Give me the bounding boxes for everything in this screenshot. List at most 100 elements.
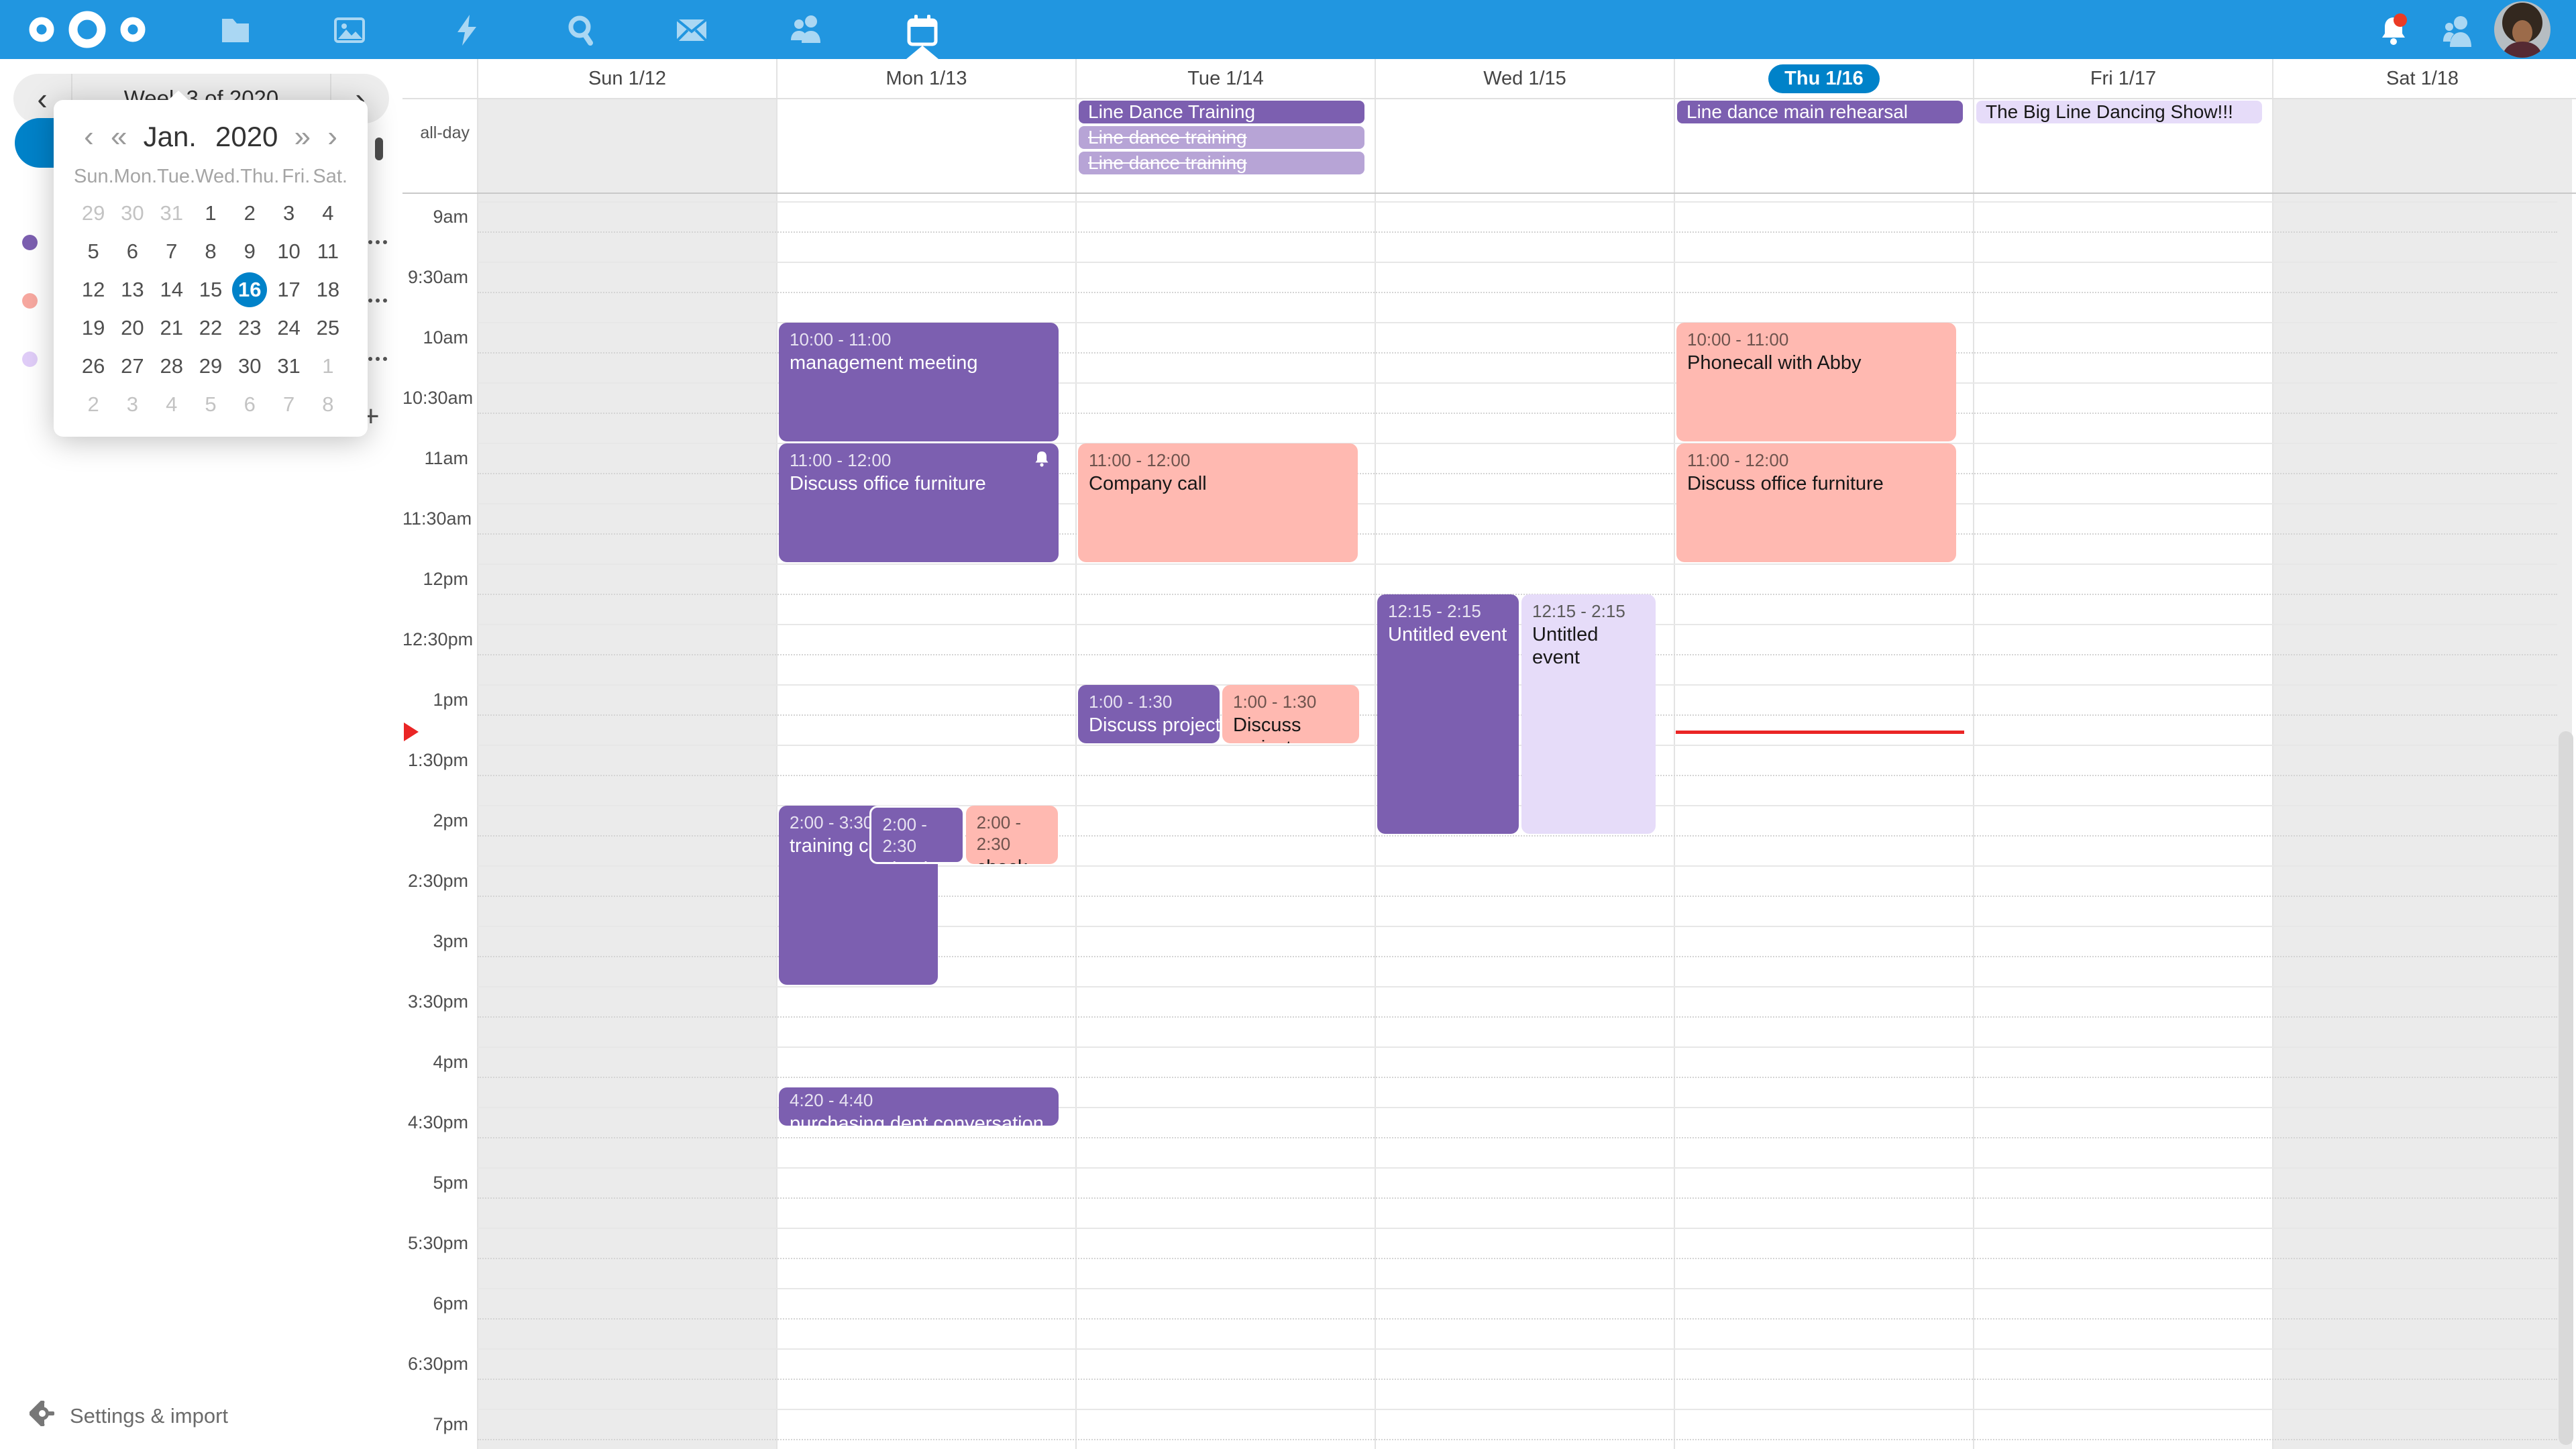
date-cell[interactable]: 5: [87, 239, 99, 263]
search-icon[interactable]: [565, 13, 598, 47]
day-header[interactable]: Sun 1/12: [588, 67, 667, 89]
date-cell[interactable]: 16: [230, 270, 269, 309]
date-cell[interactable]: 28: [160, 354, 183, 378]
date-cell[interactable]: 6: [126, 239, 139, 263]
date-cell[interactable]: 2: [244, 201, 256, 225]
date-cell[interactable]: 19: [81, 315, 105, 339]
calendar-actions-icon[interactable]: [368, 299, 399, 303]
activity-icon[interactable]: [451, 13, 484, 47]
date-cell[interactable]: 8: [322, 392, 334, 416]
event[interactable]: 2:00 - 3:30 training call: [779, 806, 938, 985]
date-cell[interactable]: 25: [316, 315, 340, 339]
event[interactable]: 11:00 - 12:00 Company call: [1078, 443, 1358, 562]
prev-year-button[interactable]: «: [110, 120, 127, 153]
time-axis-label: 3pm: [433, 931, 468, 951]
day-header[interactable]: Wed 1/15: [1483, 67, 1566, 89]
event-title: Discuss project announcement: [1089, 714, 1220, 736]
date-cell[interactable]: 3: [126, 392, 139, 416]
date-cell[interactable]: 6: [244, 392, 256, 416]
date-cell[interactable]: 17: [277, 277, 301, 301]
date-cell[interactable]: 7: [166, 239, 178, 263]
date-cell[interactable]: 31: [160, 201, 183, 225]
files-icon[interactable]: [219, 13, 252, 47]
event[interactable]: 12:15 - 2:15 Untitled event: [1521, 594, 1656, 834]
calendar-icon[interactable]: [906, 13, 939, 47]
settings-import-button[interactable]: Settings & import: [28, 1399, 228, 1432]
date-cell[interactable]: 20: [121, 315, 144, 339]
all-day-event[interactable]: Line dance training: [1079, 152, 1364, 174]
date-cell[interactable]: 26: [81, 354, 105, 378]
date-cell[interactable]: 1: [205, 201, 217, 225]
day-header[interactable]: Tue 1/14: [1187, 67, 1264, 89]
date-cell[interactable]: 13: [121, 277, 144, 301]
event[interactable]: 10:00 - 11:00 Phonecall with Abby: [1676, 323, 1957, 441]
sidebar-scrollbar[interactable]: [375, 138, 383, 160]
date-cell[interactable]: 24: [277, 315, 301, 339]
calendar-actions-icon[interactable]: [368, 357, 399, 361]
date-cell[interactable]: 9: [244, 239, 256, 263]
calendar-color-dot[interactable]: [22, 235, 38, 250]
event[interactable]: 2:00 - 2:30 check-in: [965, 806, 1059, 864]
mail-icon[interactable]: [675, 13, 708, 47]
date-cell[interactable]: 11: [317, 239, 339, 263]
day-header[interactable]: Sat 1/18: [2385, 67, 2459, 89]
date-cell[interactable]: 21: [160, 315, 183, 339]
date-cell[interactable]: 18: [316, 277, 340, 301]
day-header[interactable]: Fri 1/17: [2090, 67, 2157, 89]
date-cell[interactable]: 3: [282, 201, 295, 225]
date-cell[interactable]: 30: [121, 201, 144, 225]
half-hour-line: [478, 1016, 2557, 1018]
event[interactable]: 11:00 - 12:00 Discuss office furniture: [1676, 443, 1957, 562]
date-cell[interactable]: 4: [166, 392, 178, 416]
date-cell[interactable]: 30: [238, 354, 262, 378]
all-day-event[interactable]: Line dance training: [1079, 126, 1364, 149]
event[interactable]: 4:20 - 4:40 purchasing dept conversation: [779, 1087, 1059, 1126]
day-header[interactable]: Thu 1/16: [1674, 59, 1974, 98]
date-cell[interactable]: 22: [199, 315, 223, 339]
all-day-event[interactable]: Line dance main rehearsal: [1677, 101, 1963, 123]
weekday-label: Thu.: [240, 165, 280, 187]
avatar[interactable]: [2494, 1, 2551, 58]
month-select[interactable]: Jan.: [143, 121, 197, 152]
date-cell[interactable]: 29: [81, 201, 105, 225]
prev-month-button[interactable]: ‹: [84, 120, 94, 153]
event[interactable]: 2:00 - 2:30 check-in: [869, 806, 965, 864]
all-day-event[interactable]: The Big Line Dancing Show!!!: [1976, 101, 2262, 123]
date-cell[interactable]: 8: [205, 239, 217, 263]
photos-icon[interactable]: [333, 13, 366, 47]
event[interactable]: 11:00 - 12:00 Discuss office furniture: [779, 443, 1059, 562]
day-header[interactable]: Mon 1/13: [885, 67, 967, 89]
next-year-button[interactable]: »: [294, 120, 311, 153]
date-cell[interactable]: 2: [87, 392, 99, 416]
contacts-icon[interactable]: [789, 13, 822, 47]
date-cell[interactable]: 12: [81, 277, 105, 301]
next-month-button[interactable]: ›: [327, 120, 337, 153]
date-cell[interactable]: 15: [199, 277, 223, 301]
date-cell[interactable]: 7: [282, 392, 295, 416]
previous-week-button[interactable]: ‹: [37, 81, 48, 116]
half-hour-line: [478, 956, 2557, 957]
date-cell[interactable]: 10: [277, 239, 301, 263]
all-day-event[interactable]: Line Dance Training: [1079, 101, 1364, 123]
date-cell[interactable]: 14: [160, 277, 183, 301]
notifications-icon[interactable]: [2375, 12, 2412, 53]
year-select[interactable]: 2020: [215, 121, 278, 152]
calendar-actions-icon[interactable]: [368, 240, 399, 244]
date-cell[interactable]: 31: [277, 354, 301, 378]
calendar-color-dot[interactable]: [22, 293, 38, 309]
date-cell[interactable]: 29: [199, 354, 223, 378]
date-cell[interactable]: 1: [322, 354, 334, 378]
time-grid[interactable]: 9am 9:30am 10am 10:30am 11am 11:30am 12pm 12:30…: [402, 194, 2576, 1449]
nextcloud-logo-icon[interactable]: [27, 9, 148, 53]
vertical-scrollbar[interactable]: [2559, 731, 2573, 1445]
date-cell[interactable]: 5: [205, 392, 217, 416]
calendar-color-dot[interactable]: [22, 352, 38, 367]
date-cell[interactable]: 4: [322, 201, 334, 225]
date-cell[interactable]: 23: [238, 315, 262, 339]
event[interactable]: 12:15 - 2:15 Untitled event: [1377, 594, 1519, 834]
event[interactable]: 10:00 - 11:00 management meeting: [779, 323, 1059, 441]
contacts-menu-icon[interactable]: [2439, 12, 2477, 53]
date-cell[interactable]: 27: [121, 354, 144, 378]
